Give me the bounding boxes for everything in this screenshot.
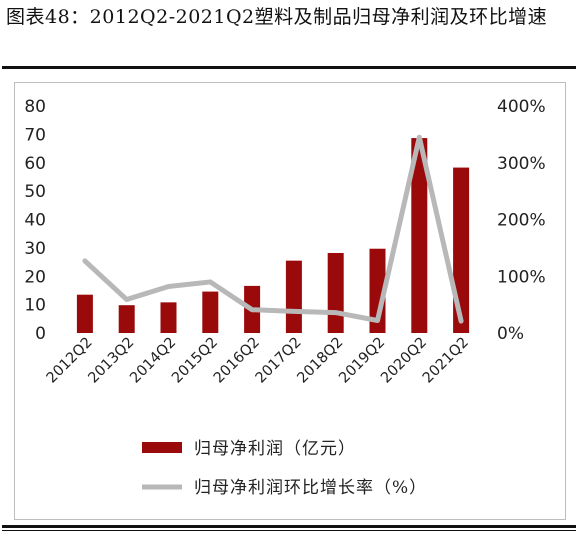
left-tick-label: 30 [24, 239, 46, 259]
growth-line [82, 134, 464, 324]
legend-line-label: 归母净利润环比增长率（%） [194, 478, 427, 498]
x-tick-label: 2021Q2 [420, 335, 472, 387]
legend: 归母净利润（亿元） 归母净利润环比增长率（%） [142, 439, 427, 498]
legend-bar-label: 归母净利润（亿元） [194, 439, 356, 459]
bottom-rule-thin [2, 530, 576, 531]
left-tick-label: 60 [24, 154, 46, 174]
right-tick-label: 300% [497, 154, 546, 174]
bar [76, 294, 93, 333]
chart-frame [14, 82, 566, 520]
bar [453, 167, 470, 333]
top-rule [2, 66, 576, 69]
left-tick-label: 40 [24, 211, 46, 231]
left-tick-label: 50 [24, 182, 46, 202]
left-tick-label: 20 [24, 267, 46, 287]
right-axis-ticks: 0% 100% 200% 300% 400% [497, 97, 546, 344]
left-tick-label: 70 [24, 125, 46, 145]
left-tick-label: 10 [24, 296, 46, 316]
left-tick-label: 80 [24, 97, 46, 117]
bar [285, 260, 302, 333]
bar [118, 305, 135, 333]
bottom-rule [2, 525, 576, 528]
x-axis-ticks: 2012Q22013Q22014Q22015Q22016Q22017Q22018… [44, 335, 472, 387]
right-tick-label: 100% [497, 267, 546, 287]
bar [411, 138, 428, 333]
left-axis-ticks: 0 10 20 30 40 50 60 70 80 [24, 97, 46, 344]
bar [327, 252, 344, 333]
bar [160, 302, 177, 333]
right-tick-label: 0% [497, 324, 524, 344]
legend-bar-swatch [142, 442, 182, 453]
left-tick-label: 0 [35, 324, 46, 344]
right-tick-label: 400% [497, 97, 546, 117]
right-tick-label: 200% [497, 211, 546, 231]
bar [202, 291, 219, 333]
figure-title: 图表48：2012Q2-2021Q2塑料及制品归母净利润及环比增速 [6, 6, 548, 28]
